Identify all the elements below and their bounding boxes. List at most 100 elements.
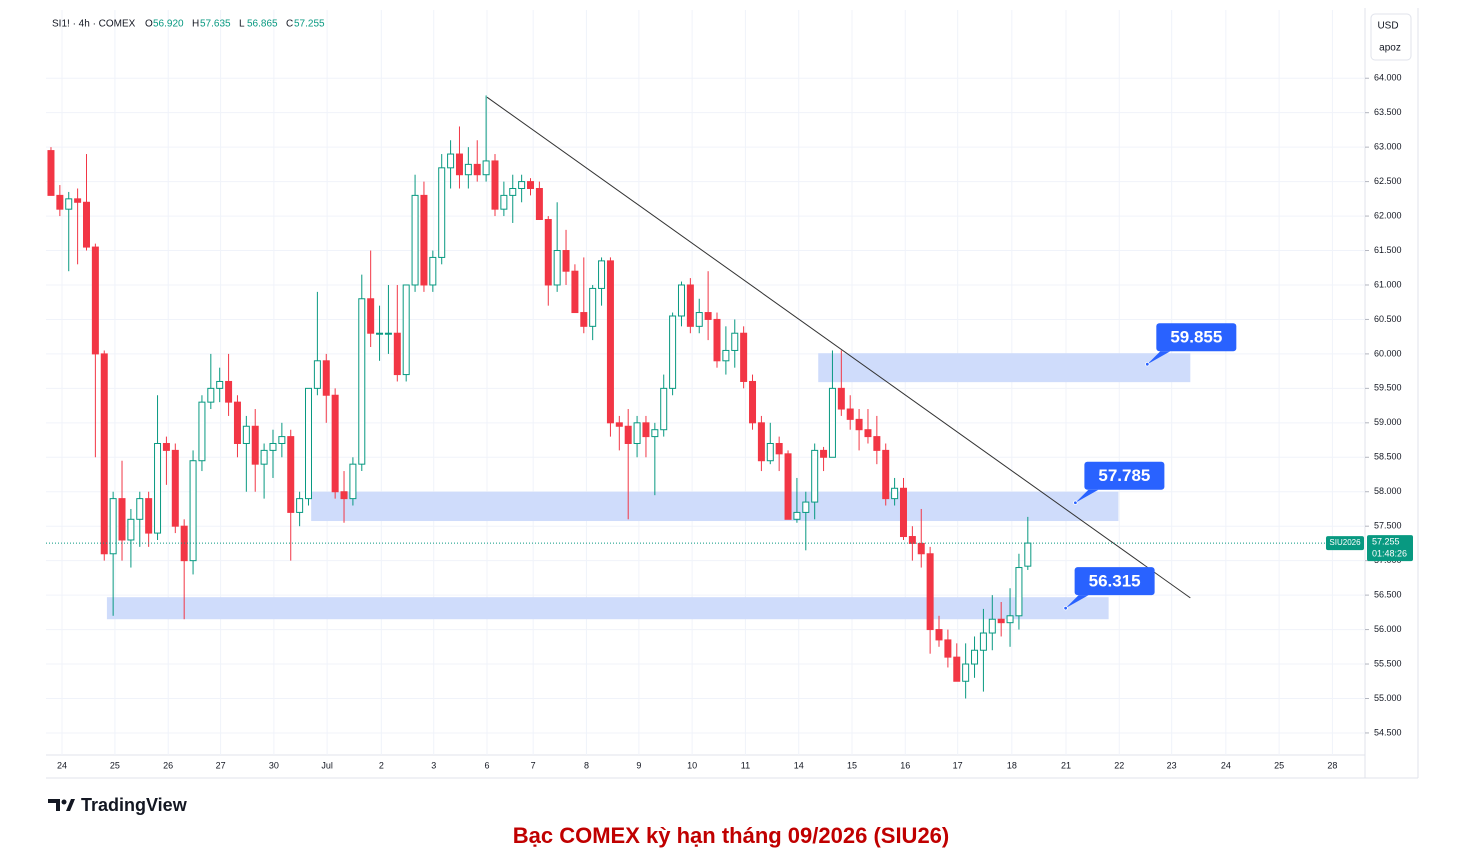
symbol: SI1! · 4h · COMEX [52,19,136,30]
candle-body [722,349,730,362]
candle-body [518,181,526,189]
x-tick-label: 27 [216,760,226,770]
legend-key: C [286,19,293,30]
y-tick-label: 54.500 [1374,727,1402,737]
candle-body [420,194,428,286]
x-tick-label: 25 [110,760,120,770]
candle-body [171,449,179,527]
legend-value: 56.920 [153,19,184,30]
callout-box [1156,323,1237,352]
candle-body [482,160,490,176]
y-tick-label: 58.500 [1374,452,1402,462]
x-tick-label: 2 [379,760,384,770]
candle-body [1015,567,1023,617]
candle-body [118,498,126,541]
y-tick-label: 60.500 [1374,314,1402,324]
price-tag-text: 57.255 [1372,536,1400,546]
candle-body [411,194,419,286]
candle-body [633,422,641,444]
candle-body [979,632,987,651]
candle-body [713,318,721,362]
y-tick-label: 60.000 [1374,348,1402,358]
candle-body [109,498,117,555]
x-tick-label: 11 [741,760,750,770]
candle-body [91,246,99,355]
candle-body [686,284,694,327]
candle-body [455,153,463,176]
candles [47,95,1032,699]
candle-body [251,425,259,465]
x-tick-label: 18 [1007,760,1017,770]
candle-body [988,618,996,634]
candle-body [136,498,144,520]
candle-body [198,401,206,462]
currency-box[interactable] [1370,13,1412,61]
candle-body [731,332,739,351]
price-tag [1367,535,1413,562]
candle-body [402,284,410,376]
zone [106,597,1109,620]
candle-body [216,380,224,389]
candle-body [438,167,446,258]
candle-body [882,449,890,500]
x-tick-label: 21 [1061,760,1071,770]
candle-body [953,656,961,682]
candle-body [802,501,810,513]
countdown: 01:48:26 [1372,548,1407,558]
candle-body [491,160,499,210]
y-tick-label: 63.000 [1374,142,1402,152]
candle-body [971,649,979,665]
symbol-tag-text: SIU2026 [1329,538,1361,547]
x-tick-label: 30 [269,760,279,770]
candle-body [189,460,197,562]
candle-body [56,194,64,210]
candle-body [846,408,854,420]
candle-body [358,298,366,465]
x-tick-label: 26 [163,760,173,770]
candle-body [615,422,623,427]
y-tick-label: 56.500 [1374,589,1402,599]
candle-body [917,542,925,555]
callout-tail [1147,351,1171,365]
y-tick-label: 61.500 [1374,245,1402,255]
x-tick-label: 28 [1327,760,1337,770]
x-tick-label: Jul [321,760,333,770]
candle-body [598,260,606,289]
legend-value: 57.255 [294,19,325,30]
zone-label: 57.785 [1098,466,1150,485]
currency-sub: apoz [1379,43,1401,54]
candle-body [891,487,899,500]
candle-body [349,463,357,500]
candle-body [740,332,748,382]
x-tick-label: 3 [431,760,436,770]
x-tick-label: 24 [57,760,67,770]
callout-tail [1075,489,1099,503]
ohlc-legend: O 56.920 H 57.635 L 56.865 C 57.255 [145,19,325,30]
candle-body [669,315,677,389]
candle-body [340,491,348,500]
candle-body [553,250,561,286]
candle-body [242,425,250,444]
candle-body [757,422,765,462]
brand: TradingView [81,795,188,815]
candle-body [100,353,108,555]
candle-body [660,387,668,431]
zone [818,353,1191,383]
overlay: 59.855 57.785 56.315 SIU2026 57.255 01:48:26 [46,96,1413,611]
candle-body [500,194,508,210]
candle-body [154,442,162,534]
callout-tail [1065,595,1089,609]
candle-body [322,360,330,396]
x-tick-label: 10 [687,760,697,770]
candle-body [704,312,712,320]
candle-body [447,153,455,169]
candle-body [642,422,650,438]
candle-body [269,442,277,451]
candle-body [864,429,872,438]
y-tick-label: 62.000 [1374,210,1402,220]
candle-body [1024,542,1032,567]
candle-body [535,187,543,221]
